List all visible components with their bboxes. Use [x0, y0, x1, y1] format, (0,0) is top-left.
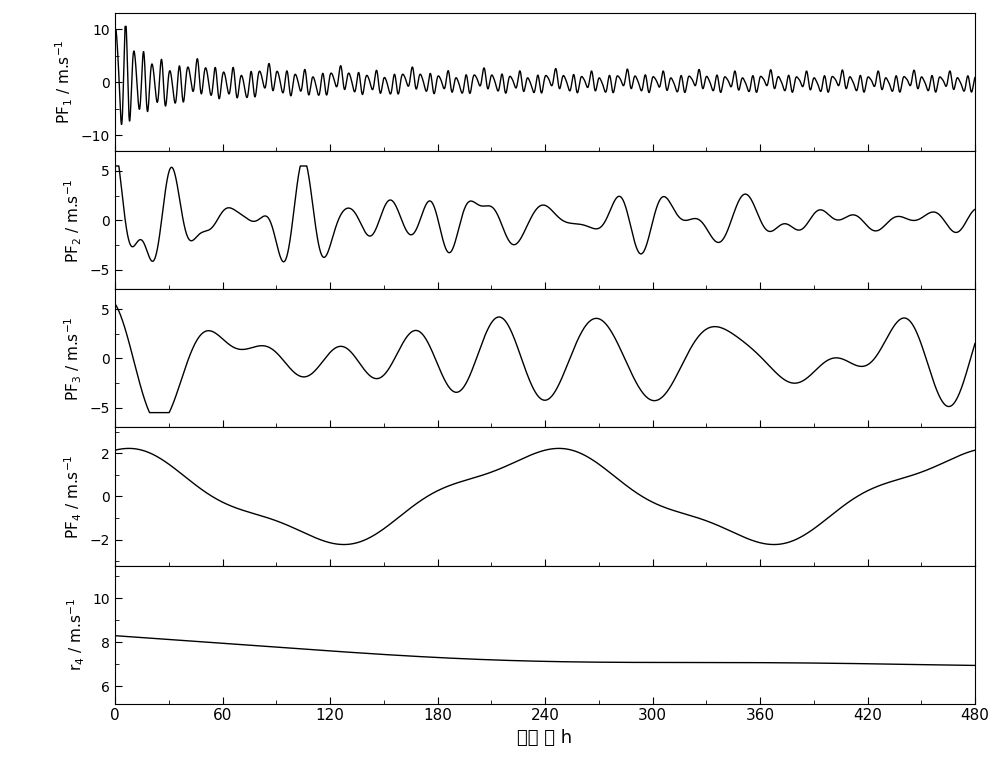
Y-axis label: PF$_2$ / m.s$^{-1}$: PF$_2$ / m.s$^{-1}$ — [63, 178, 84, 262]
Y-axis label: r$_4$ / m.s$^{-1}$: r$_4$ / m.s$^{-1}$ — [66, 598, 87, 671]
Y-axis label: PF$_4$ / m.s$^{-1}$: PF$_4$ / m.s$^{-1}$ — [63, 454, 84, 539]
X-axis label: 时间 ／ h: 时间 ／ h — [517, 729, 573, 747]
Y-axis label: PF$_3$ / m.s$^{-1}$: PF$_3$ / m.s$^{-1}$ — [63, 316, 84, 401]
Y-axis label: PF$_1$ / m.s$^{-1}$: PF$_1$ / m.s$^{-1}$ — [54, 40, 75, 125]
